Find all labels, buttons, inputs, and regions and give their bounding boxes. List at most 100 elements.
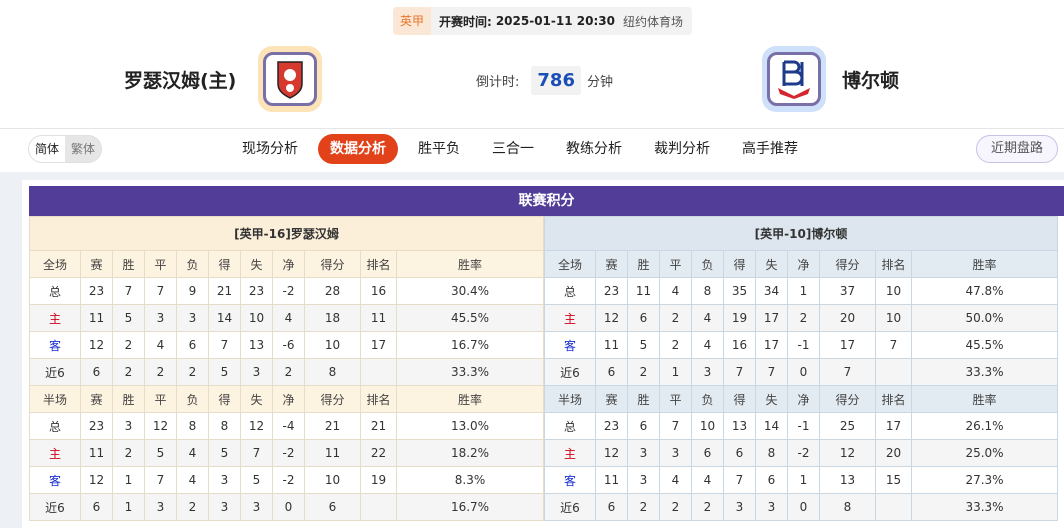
team-standing-title: [英甲-16]罗瑟汉姆 [29,216,544,251]
table-cell: 7 [144,466,177,494]
table-cell: 3 [755,493,788,521]
table-cell: 27.3% [911,466,1058,494]
row-label: 总 [544,277,596,305]
table-cell: 18 [304,304,361,332]
table-cell: 33.3% [911,493,1058,521]
half-header-row: 半场赛胜平负得失净得分 排名 胜率 [544,385,1058,413]
table-cell: 3 [627,439,660,467]
table-cell: 7 [659,412,692,440]
home-team-name[interactable]: 罗瑟汉姆(主) [124,70,237,92]
table-cell: 3 [144,493,177,521]
table-cell: 12 [240,412,273,440]
table-cell: 13 [723,412,756,440]
table-cell: 3 [627,466,660,494]
column-header: 失 [755,385,788,413]
table-cell: 18.2% [396,439,544,467]
tab-3[interactable]: 三合一 [492,141,534,157]
column-header: 失 [240,250,273,278]
language-toggle[interactable]: 简体 繁体 [28,135,103,163]
column-header: 失 [755,250,788,278]
countdown-value: 786 [531,66,581,95]
table-cell: 23 [80,412,113,440]
table-cell: 45.5% [911,331,1058,359]
table-cell: 7 [723,466,756,494]
table-cell: 16.7% [396,331,544,359]
table-cell: 50.0% [911,304,1058,332]
table-cell: 35 [723,277,756,305]
table-cell: 7 [723,358,756,386]
table-cell: 1 [112,493,145,521]
table-cell: 4 [691,466,724,494]
table-cell: 6 [80,493,113,521]
table-cell: 2 [176,358,209,386]
section-title: 联赛积分 [29,186,1064,216]
table-cell: 2 [659,304,692,332]
table-row: 近6 6 2 2 2 5 3 2 8 33.3% [29,358,544,386]
table-cell: 6 [627,412,660,440]
tab-2[interactable]: 胜平负 [418,141,460,157]
table-cell: 9 [176,277,209,305]
table-cell: 26.1% [911,412,1058,440]
table-cell: 7 [875,331,912,359]
league-badge[interactable]: 英甲 [393,7,432,35]
table-row: 客 12 2 4 6 7 13 -6 10 17 16.7% [29,331,544,359]
table-cell: 2 [272,358,305,386]
table-row: 客 12 1 7 4 3 5 -2 10 19 8.3% [29,466,544,494]
table-cell: 25.0% [911,439,1058,467]
table-cell: 17 [819,331,876,359]
column-header: 排名 [875,385,912,413]
tab-4[interactable]: 教练分析 [566,141,622,157]
row-label: 主 [544,439,596,467]
table-cell: 22 [360,439,397,467]
column-header: 平 [144,385,177,413]
tab-6[interactable]: 高手推荐 [742,141,798,157]
table-row: 近6 6 1 3 2 3 3 0 6 16.7% [29,493,544,521]
table-cell: 10 [875,304,912,332]
tab-1[interactable]: 数据分析 [318,134,398,164]
table-cell: 4 [691,331,724,359]
venue: 纽约体育场 [622,14,683,29]
row-label: 主 [544,304,596,332]
table-cell: 12 [80,331,113,359]
table-cell: 11 [595,466,628,494]
table-cell: 11 [627,277,660,305]
tab-5[interactable]: 裁判分析 [654,141,710,157]
table-row: 总 23 7 7 9 21 23 -2 28 16 30.4% [29,277,544,305]
column-header: 负 [691,250,724,278]
table-cell: 2 [691,493,724,521]
table-cell: 12 [595,439,628,467]
team-standing-title: [英甲-10]博尔顿 [544,216,1058,251]
column-header: 胜率 [911,385,1058,413]
column-header: 负 [176,250,209,278]
table-cell: 4 [691,304,724,332]
countdown: 倒计时: 786 分钟 [476,66,613,95]
home-team-logo[interactable] [258,46,322,112]
table-cell: 47.8% [911,277,1058,305]
recent-handicap-button[interactable]: 近期盘路 [976,135,1058,163]
column-header: 赛 [595,250,628,278]
tab-0[interactable]: 现场分析 [242,141,298,157]
column-header: 赛 [80,250,113,278]
table-cell: 7 [819,358,876,386]
table-cell: 19 [723,304,756,332]
away-team-logo[interactable] [762,46,826,112]
column-header: 得 [723,250,756,278]
column-header: 平 [659,385,692,413]
table-cell: 2 [112,439,145,467]
table-cell: 30.4% [396,277,544,305]
row-label: 总 [29,277,81,305]
table-row: 总 23 11 4 8 35 34 1 37 10 47.8% [544,277,1058,305]
table-cell: 28 [304,277,361,305]
table-cell: 3 [208,493,241,521]
lang-traditional[interactable]: 繁体 [71,142,96,156]
table-cell: 11 [80,304,113,332]
away-team-name[interactable]: 博尔顿 [842,70,900,92]
table-cell: 13 [819,466,876,494]
lang-simplified[interactable]: 简体 [29,136,66,162]
table-cell: 10 [304,331,361,359]
table-cell: 2 [144,358,177,386]
table-cell: 3 [240,493,273,521]
table-cell: 17 [875,412,912,440]
table-cell: 0 [787,493,820,521]
half-header-row: 半场赛胜平负得失净得分 排名 胜率 [29,385,544,413]
